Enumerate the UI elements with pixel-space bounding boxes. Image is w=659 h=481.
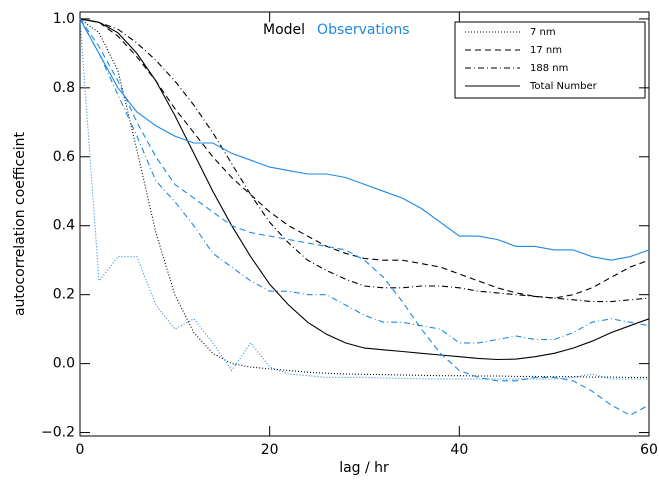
color-key-label: Observations bbox=[317, 22, 410, 38]
y-tick-label: 0.4 bbox=[53, 218, 75, 234]
x-tick-label: 40 bbox=[450, 442, 468, 458]
color-key-label: Model bbox=[263, 22, 305, 38]
x-tick-label: 60 bbox=[640, 442, 658, 458]
series-line bbox=[79, 18, 650, 303]
legend: 7 nm 17 nm 188 nm Total Number bbox=[465, 27, 598, 92]
series-line bbox=[79, 18, 650, 361]
x-tick-label: 20 bbox=[261, 442, 279, 458]
series-line bbox=[79, 18, 649, 378]
series-line bbox=[79, 18, 650, 261]
y-tick-label: 0.6 bbox=[53, 149, 75, 165]
legend-label: Total Number bbox=[529, 81, 598, 92]
y-tick-label: −0.2 bbox=[41, 425, 75, 441]
y-tick-label: 0.2 bbox=[53, 287, 75, 303]
y-tick-label: 1.0 bbox=[53, 11, 75, 27]
y-axis-label: autocorrelation coefficeint bbox=[12, 131, 28, 316]
y-tick-label: 0.8 bbox=[53, 80, 75, 96]
legend-box bbox=[454, 21, 646, 99]
x-axis-label: lag / hr bbox=[339, 460, 389, 476]
legend-label: 17 nm bbox=[530, 45, 562, 56]
series-line bbox=[79, 18, 650, 299]
y-tick-label: 0.0 bbox=[53, 356, 75, 372]
legend-label: 188 nm bbox=[530, 63, 568, 74]
x-tick-label: 0 bbox=[76, 442, 85, 458]
series-line bbox=[79, 18, 650, 416]
series-line bbox=[79, 18, 650, 344]
legend-label: 7 nm bbox=[530, 27, 556, 38]
plot-frame bbox=[79, 11, 650, 437]
